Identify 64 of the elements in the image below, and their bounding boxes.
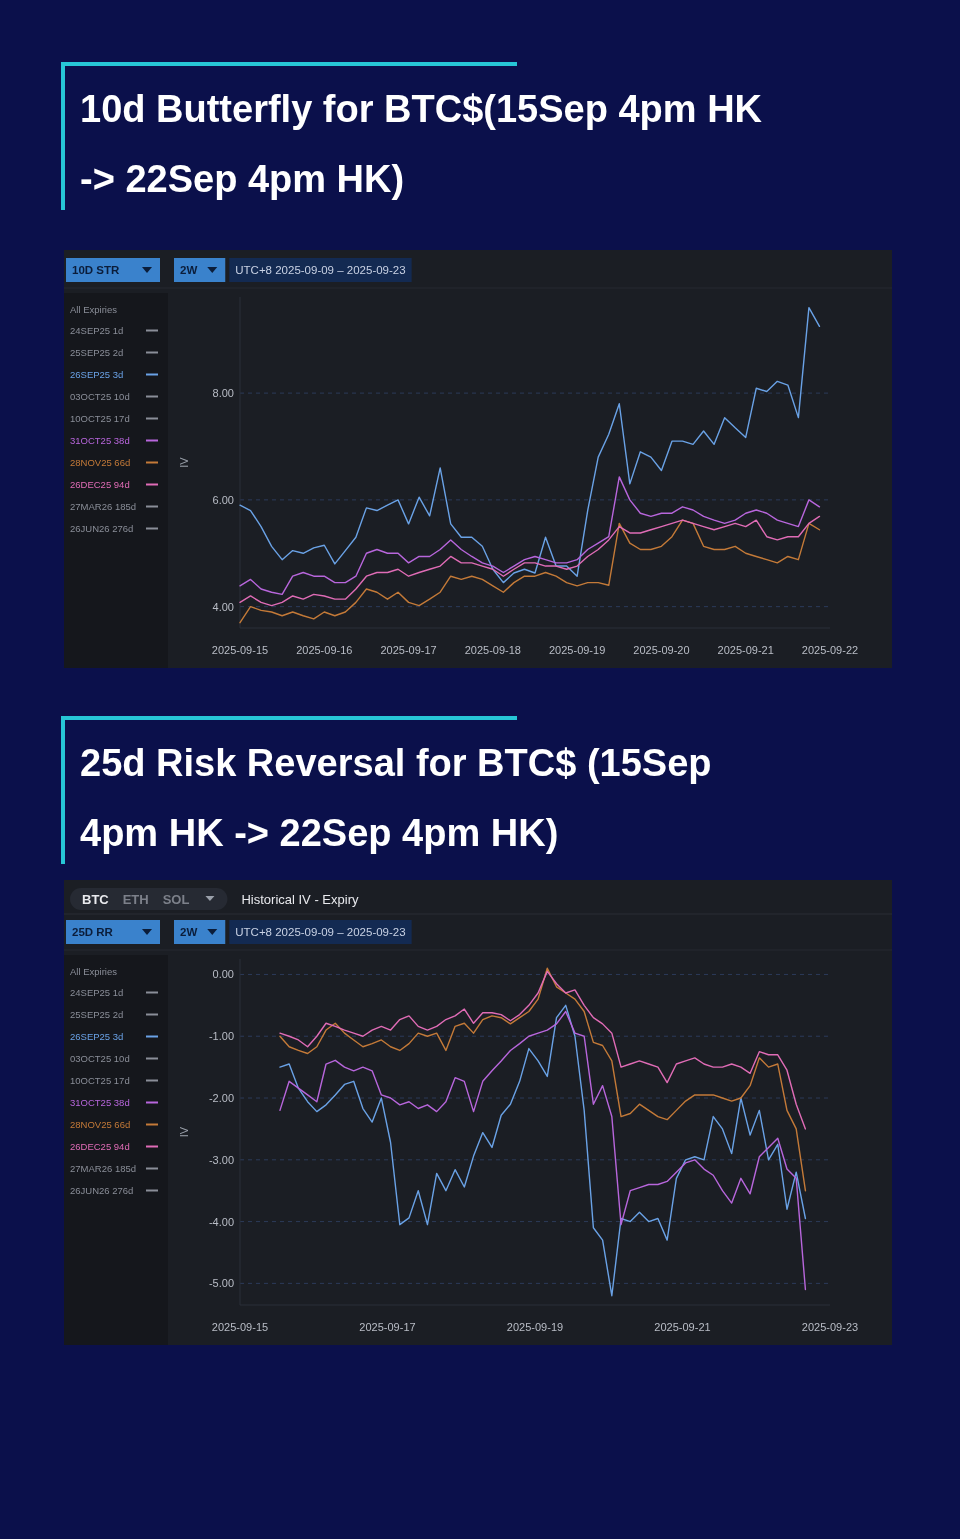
- text: UTC+8 2025-09-09 – 2025-09-23: [235, 264, 406, 276]
- legend-label: 24SEP25 1d: [70, 987, 124, 998]
- x-tick-label: 2025-09-19: [506, 1321, 564, 1333]
- x-tick-label: 2025-09-15: [211, 644, 269, 656]
- legend-label: 28NOV25 66d: [70, 1119, 131, 1130]
- text: 2W: [180, 926, 198, 938]
- x-tick-label: 2025-09-17: [359, 1321, 416, 1333]
- legend-label: 03OCT25 10d: [70, 1053, 130, 1064]
- x-tick-label: 2025-09-22: [801, 644, 859, 656]
- x-tick-label: 2025-09-19: [549, 644, 606, 656]
- line-series: [239, 519, 821, 624]
- legend-label: 26SEP25 3d: [70, 369, 124, 380]
- text: BTC: [82, 892, 110, 907]
- legend-label: 28NOV25 66d: [70, 457, 131, 468]
- y-tick-label: 6.00: [212, 493, 234, 506]
- legend-label: 26JUN26 276d: [70, 523, 134, 534]
- chart-title: 10d Butterfly for BTC$(15Sep 4pm HK -> 22Sep 4pm HK): [80, 88, 763, 200]
- text: ETH: [122, 892, 149, 907]
- text: 25D RR: [72, 926, 114, 938]
- legend-label: 25SEP25 2d: [70, 347, 124, 358]
- text: 10D STR: [72, 264, 120, 276]
- y-tick-label: -4.00: [208, 1215, 234, 1228]
- x-tick-label: 2025-09-20: [633, 644, 690, 656]
- line-series: [239, 306, 821, 584]
- legend-title: All Expiries: [70, 304, 118, 315]
- y-tick-label: 8.00: [212, 387, 234, 400]
- y-tick-label: 0.00: [212, 968, 234, 981]
- legend-label: 27MAR26 185d: [70, 1163, 137, 1174]
- x-tick-label: 2025-09-16: [296, 644, 353, 656]
- legend-label: 26JUN26 276d: [70, 1185, 134, 1196]
- x-tick-label: 2025-09-15: [211, 1321, 269, 1333]
- legend-label: 25SEP25 2d: [70, 1009, 124, 1020]
- y-axis-title: IV: [178, 456, 190, 468]
- line-series: [239, 515, 821, 607]
- line-series: [279, 967, 807, 1192]
- y-axis-title: IV: [178, 1126, 190, 1138]
- legend-label: 26DEC25 94d: [70, 1141, 130, 1152]
- y-tick-label: -5.00: [208, 1277, 234, 1290]
- x-tick-label: 2025-09-23: [801, 1321, 859, 1333]
- legend-label: 10OCT25 17d: [70, 413, 130, 424]
- x-tick-label: 2025-09-21: [717, 644, 774, 656]
- x-tick-label: 2025-09-21: [654, 1321, 711, 1333]
- legend-label: 31OCT25 38d: [70, 435, 130, 446]
- legend-label: 27MAR26 185d: [70, 501, 137, 512]
- legend-label: 24SEP25 1d: [70, 325, 124, 336]
- x-tick-label: 2025-09-18: [464, 644, 521, 656]
- line-series: [239, 476, 821, 596]
- chart-title: 25d Risk Reversal for BTC$ (15Sep 4pm HK -> 22Sep 4pm HK): [80, 742, 712, 854]
- line-series: [279, 970, 807, 1130]
- legend-label: 10OCT25 17d: [70, 1075, 130, 1086]
- legend-label: 31OCT25 38d: [70, 1097, 130, 1108]
- y-tick-label: -3.00: [208, 1153, 234, 1166]
- legend-label: 26SEP25 3d: [70, 1031, 124, 1042]
- text: SOL: [162, 892, 190, 907]
- text: 2W: [180, 264, 198, 276]
- y-tick-label: -2.00: [208, 1092, 234, 1105]
- text: UTC+8 2025-09-09 – 2025-09-23: [235, 926, 406, 938]
- legend-title: All Expiries: [70, 966, 118, 977]
- x-tick-label: 2025-09-17: [380, 644, 437, 656]
- text: Historical IV - Expiry: [241, 892, 359, 907]
- legend-label: 26DEC25 94d: [70, 479, 130, 490]
- y-tick-label: -1.00: [208, 1030, 234, 1043]
- y-tick-label: 4.00: [212, 600, 234, 613]
- legend-label: 03OCT25 10d: [70, 391, 130, 402]
